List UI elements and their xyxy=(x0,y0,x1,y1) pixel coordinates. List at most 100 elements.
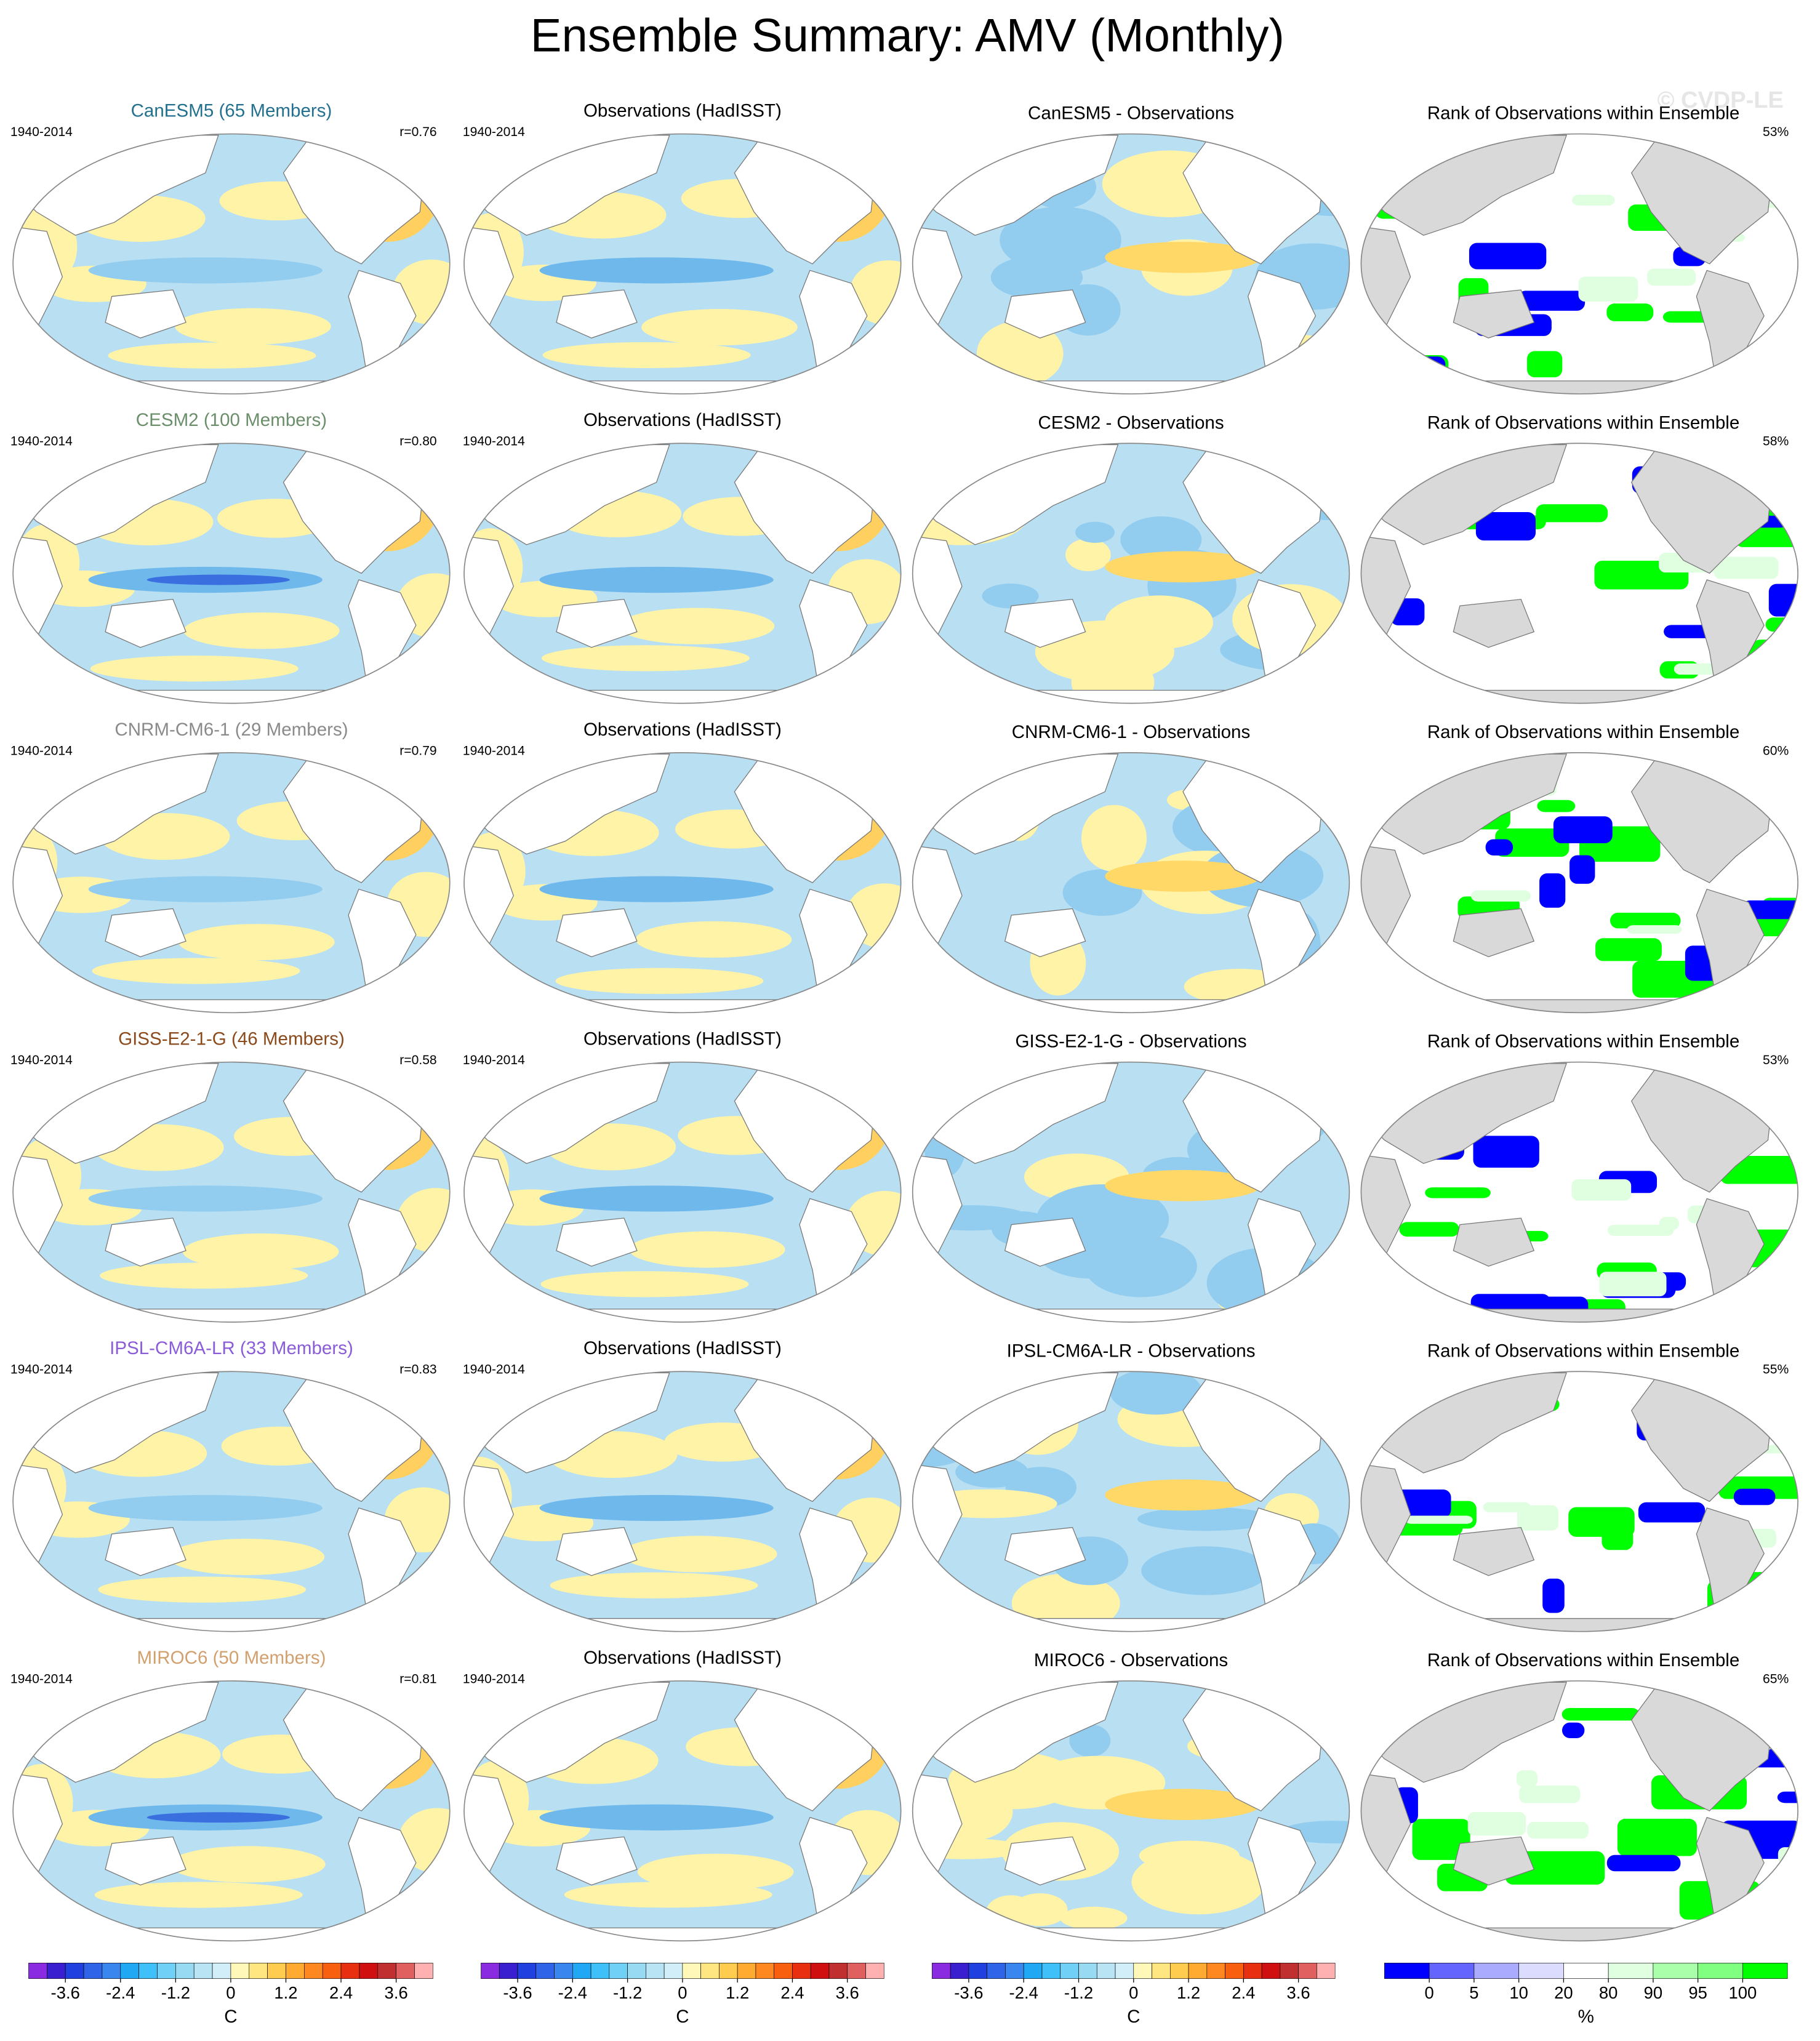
rank-title: Rank of Observations within Ensemble xyxy=(1427,1650,1739,1670)
anomaly-area xyxy=(1105,1479,1261,1511)
colorbar-box xyxy=(609,1962,628,1979)
colorbar-box xyxy=(175,1962,194,1979)
warm-area xyxy=(98,1576,307,1603)
anomaly-area xyxy=(1105,1789,1261,1820)
land xyxy=(877,1062,901,1115)
rank-area xyxy=(1784,1755,1798,1771)
warm-area xyxy=(629,1231,785,1268)
model-label: IPSL-CM6A-LR (33 Members) xyxy=(110,1338,353,1358)
rank-area xyxy=(1779,1435,1798,1453)
warm-area xyxy=(540,1271,749,1297)
rank-area xyxy=(1595,938,1662,961)
land xyxy=(1774,134,1798,187)
map-border xyxy=(1360,1061,1798,1323)
rank-area xyxy=(1638,1502,1706,1523)
land xyxy=(105,1836,186,1886)
land xyxy=(1004,908,1086,958)
cool-area xyxy=(146,574,291,585)
map-border xyxy=(1360,133,1798,395)
warm-area xyxy=(396,1188,450,1253)
model-label: CNRM-CM6-1 (29 Members) xyxy=(114,720,348,740)
colorbar-box xyxy=(755,1962,775,1979)
rank-area xyxy=(1785,780,1798,794)
colorbar-tick-label: 2.4 xyxy=(1232,1983,1255,2002)
rank-area xyxy=(1473,1136,1539,1168)
rank-area xyxy=(1517,1505,1558,1531)
map xyxy=(463,133,902,395)
obs-period: 1940-2014 xyxy=(463,435,525,449)
land xyxy=(426,134,450,187)
cool-area xyxy=(88,1185,323,1212)
land xyxy=(877,753,901,806)
cool-area xyxy=(539,1185,774,1212)
rank-area xyxy=(1380,352,1421,394)
rank-area xyxy=(1569,855,1595,884)
colorbar-tick-label: -2.4 xyxy=(558,1983,587,2002)
obs-title: Observations (HadISST) xyxy=(583,720,782,740)
rank-area xyxy=(1516,1770,1538,1787)
warm-area xyxy=(849,260,901,326)
colorbar-tick-label: 10 xyxy=(1509,1983,1528,2002)
rank-percent: 58% xyxy=(1763,435,1789,449)
anomaly-area xyxy=(1000,206,1121,273)
colorbar-unit: % xyxy=(1578,2007,1594,2027)
rank-area xyxy=(1561,1707,1640,1721)
colorbar-box xyxy=(1608,1962,1654,1979)
colorbar-box xyxy=(1473,1962,1519,1979)
map-content xyxy=(464,1062,901,1323)
land xyxy=(105,1217,186,1267)
diff-title: MIROC6 - Observations xyxy=(1034,1650,1228,1670)
colorbar-box xyxy=(737,1962,756,1979)
obs-title: Observations (HadISST) xyxy=(583,1338,782,1358)
map-content xyxy=(464,134,901,394)
colorbar-box xyxy=(535,1962,555,1979)
land xyxy=(1004,598,1086,648)
warm-area xyxy=(550,1572,758,1598)
diff-title: IPSL-CM6A-LR - Observations xyxy=(1007,1341,1256,1361)
rank-area xyxy=(1733,1488,1776,1506)
rank-percent: 65% xyxy=(1763,1672,1789,1686)
map xyxy=(1360,443,1798,704)
figure-title: Ensemble Summary: AMV (Monthly) xyxy=(531,9,1285,62)
map-content xyxy=(912,1680,1350,1941)
land xyxy=(1325,1682,1350,1734)
anomaly-area xyxy=(1105,595,1214,649)
land xyxy=(426,444,450,496)
colorbar-box xyxy=(828,1962,848,1979)
map-content xyxy=(464,752,901,1013)
cool-area xyxy=(539,876,774,902)
colorbar-box xyxy=(230,1962,250,1979)
map-border xyxy=(463,133,902,395)
colorbar-tick-label: -1.2 xyxy=(1064,1983,1093,2002)
correlation: r=0.76 xyxy=(399,125,436,139)
rank-percent: 53% xyxy=(1763,125,1789,139)
correlation: r=0.79 xyxy=(399,744,436,758)
colorbar-box xyxy=(865,1962,884,1979)
map-border xyxy=(1360,752,1798,1014)
colorbar-box xyxy=(517,1962,537,1979)
cool-area xyxy=(146,1812,291,1823)
map-border xyxy=(12,1680,451,1942)
colorbar-tick-label: -3.6 xyxy=(503,1983,532,2002)
period: 1940-2014 xyxy=(10,744,73,758)
rank-area xyxy=(1568,1507,1635,1537)
rank-area xyxy=(1784,364,1798,387)
warm-area xyxy=(542,342,751,369)
map xyxy=(1360,1371,1798,1632)
anomaly-area xyxy=(982,583,1039,609)
correlation: r=0.58 xyxy=(399,1053,436,1067)
colorbar-box xyxy=(792,1962,811,1979)
colorbar-box xyxy=(1133,1962,1152,1979)
land xyxy=(1453,289,1535,339)
colorbar-box xyxy=(304,1962,323,1979)
rank-area xyxy=(1617,1818,1697,1856)
colorbar: -3.6 -2.4 -1.2 0 1.2 2.4 3.6 C xyxy=(28,1962,433,2027)
warm-area xyxy=(100,1262,308,1289)
map-border xyxy=(12,1371,451,1632)
map-border xyxy=(12,133,451,395)
map-border xyxy=(463,752,902,1014)
colorbar-tick-label: 2.4 xyxy=(329,1983,353,2002)
rank-area xyxy=(1599,1272,1667,1297)
warm-area xyxy=(564,1882,772,1908)
colorbar-unit: C xyxy=(224,2007,237,2027)
